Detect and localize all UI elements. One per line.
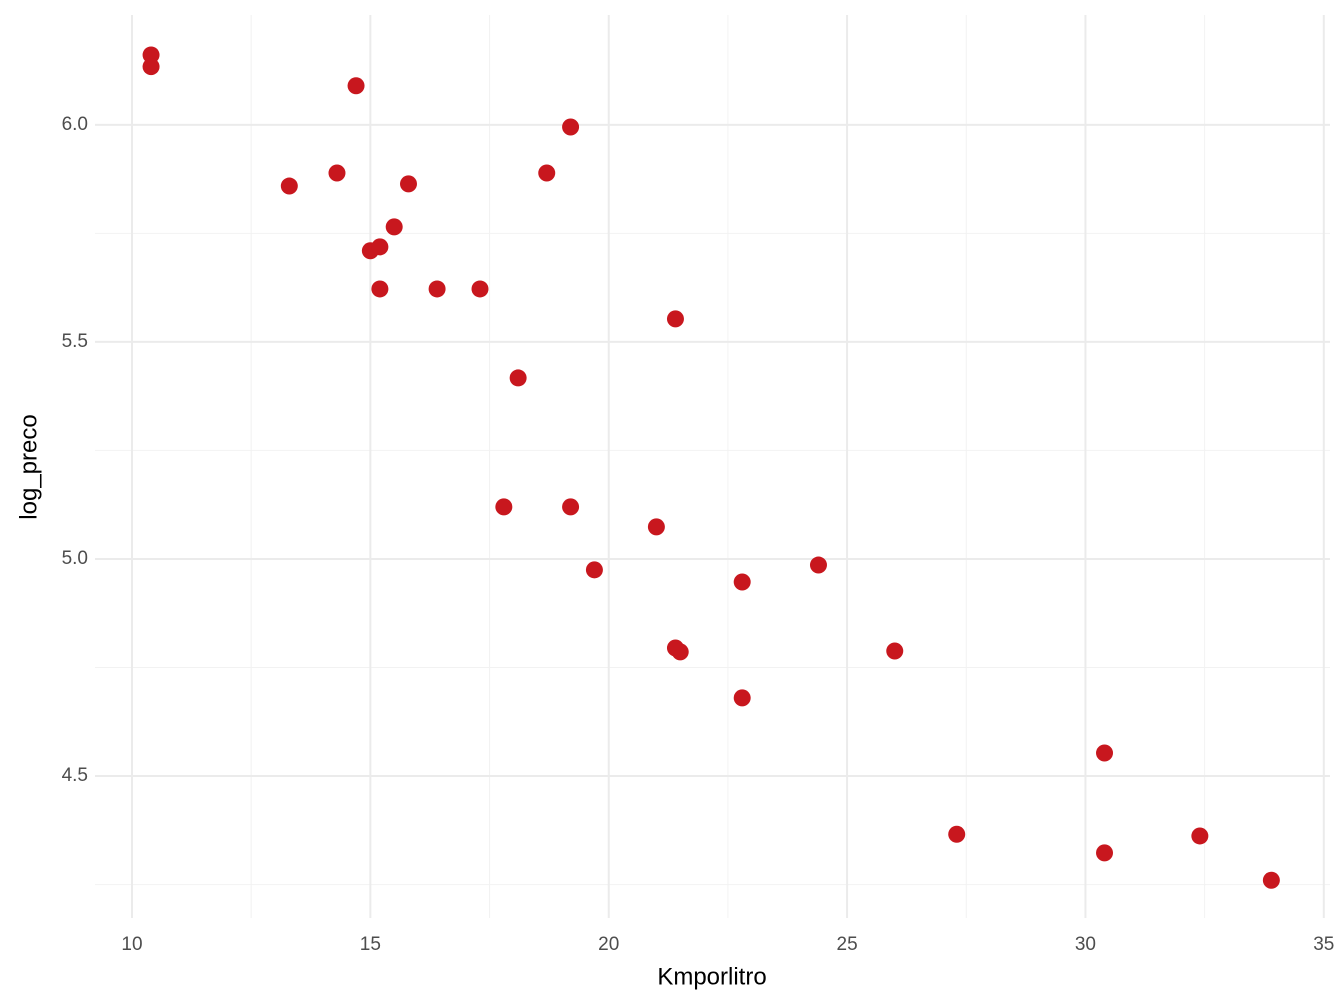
x-tick-label: 10	[121, 934, 142, 955]
point	[585, 561, 603, 579]
points	[142, 46, 1280, 889]
point	[647, 518, 665, 536]
point	[1191, 827, 1209, 845]
point	[142, 58, 160, 76]
point	[471, 280, 489, 298]
point	[666, 310, 684, 328]
x-tick-label: 15	[360, 934, 381, 955]
y-tick-label: 5.5	[62, 331, 88, 352]
point	[142, 46, 160, 64]
point	[1096, 844, 1114, 862]
point	[495, 498, 513, 516]
point	[428, 280, 446, 298]
x-tick-label: 25	[837, 934, 858, 955]
point	[733, 573, 751, 591]
point	[1096, 744, 1114, 762]
y-tick-label: 4.5	[62, 765, 88, 786]
point	[1262, 871, 1280, 889]
point	[538, 164, 556, 182]
x-tick-label: 30	[1075, 934, 1096, 955]
x-tick-label: 20	[598, 934, 619, 955]
point	[948, 825, 966, 843]
grid	[95, 15, 1330, 918]
point	[562, 118, 580, 136]
point	[562, 498, 580, 516]
point	[385, 218, 403, 236]
y-tick-label: 6.0	[62, 114, 88, 135]
point	[886, 642, 904, 660]
point	[671, 643, 689, 661]
y-tick-label: 5.0	[62, 548, 88, 569]
point	[280, 177, 298, 195]
point	[371, 238, 389, 256]
x-axis-title: Kmporlitro	[657, 963, 766, 990]
point	[509, 369, 527, 387]
y-axis-title: log_preco	[15, 414, 42, 519]
point	[371, 280, 389, 298]
point	[809, 556, 827, 574]
point	[328, 164, 346, 182]
point	[399, 175, 417, 193]
x-tick-label: 35	[1313, 934, 1334, 955]
point	[347, 77, 365, 95]
point	[733, 689, 751, 707]
